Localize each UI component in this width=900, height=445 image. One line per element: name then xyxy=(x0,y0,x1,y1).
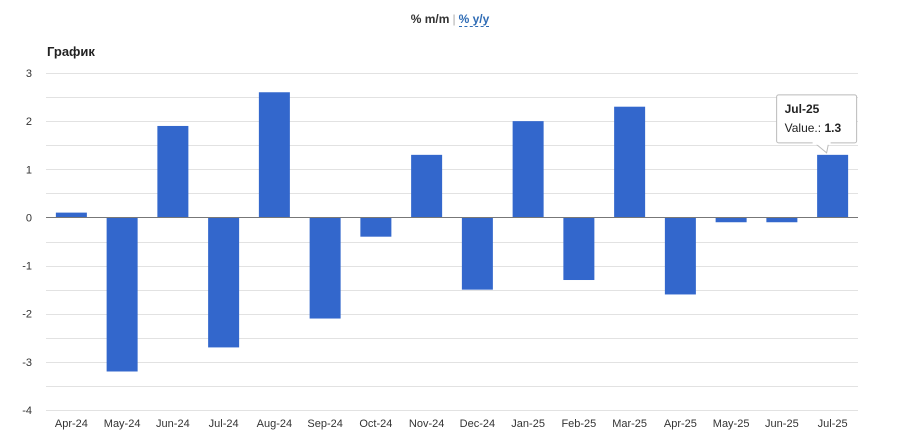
bar-feb-25[interactable] xyxy=(563,217,595,281)
x-tick-label: Mar-25 xyxy=(612,418,647,430)
x-tick-label: Feb-25 xyxy=(561,418,596,430)
toggle-separator: | xyxy=(452,12,456,26)
y-tick-label: -1 xyxy=(22,261,32,273)
tooltip-value-line: Value.: 1.3 xyxy=(785,121,842,135)
y-tick-label: 0 xyxy=(26,212,32,224)
bar-jun-25[interactable] xyxy=(766,217,798,223)
x-tick-label: Sep-24 xyxy=(307,418,342,430)
tooltip: Jul-25 Value.: 1.3 xyxy=(776,94,858,154)
x-tick-label: Apr-25 xyxy=(664,418,697,430)
x-tick-label: Jun-25 xyxy=(765,418,799,430)
bar-apr-25[interactable] xyxy=(664,217,696,295)
toggle-yy-link[interactable]: % y/y xyxy=(458,12,490,27)
tooltip-value-label: Value.: xyxy=(785,121,825,135)
bar-mar-25[interactable] xyxy=(614,106,646,218)
unit-toggle: % m/m |% y/y xyxy=(0,10,900,28)
bar-jul-25[interactable] xyxy=(817,154,849,218)
bar-dec-24[interactable] xyxy=(461,217,493,290)
x-tick-label: Jan-25 xyxy=(511,418,545,430)
x-tick-label: Nov-24 xyxy=(409,418,444,430)
bar-may-25[interactable] xyxy=(715,217,747,223)
y-tick-label: 1 xyxy=(26,164,32,176)
tooltip-pointer xyxy=(814,142,830,154)
x-tick-label: May-24 xyxy=(104,418,141,430)
bar-aug-24[interactable] xyxy=(258,92,290,218)
x-tick-label: Dec-24 xyxy=(460,418,495,430)
bars xyxy=(55,92,849,372)
bar-jul-24[interactable] xyxy=(208,217,240,348)
y-tick-label: -3 xyxy=(22,357,32,369)
bar-nov-24[interactable] xyxy=(411,154,443,218)
x-tick-label: Oct-24 xyxy=(359,418,392,430)
bar-sep-24[interactable] xyxy=(309,217,341,319)
x-tick-label: Jun-24 xyxy=(156,418,190,430)
bar-may-24[interactable] xyxy=(106,217,138,372)
tooltip-pointer-joint xyxy=(812,141,831,145)
x-axis-ticks: Apr-24 May-24 Jun-24 Jul-24 Aug-24 Sep-24 Oct-… xyxy=(55,418,848,430)
y-tick-label: 2 xyxy=(26,116,32,128)
y-tick-label: -2 xyxy=(22,309,32,321)
y-axis-ticks: 3 2 1 0 -1 -2 -3 -4 xyxy=(22,68,32,417)
x-tick-label: May-25 xyxy=(713,418,750,430)
x-tick-label: Jul-24 xyxy=(209,418,239,430)
bar-jun-24[interactable] xyxy=(157,125,189,218)
bar-oct-24[interactable] xyxy=(360,217,392,237)
y-tick-label: 3 xyxy=(26,68,32,80)
grid-lines xyxy=(46,73,858,411)
toggle-mm-option[interactable]: % m/m xyxy=(410,12,450,26)
x-tick-label: Apr-24 xyxy=(55,418,88,430)
tooltip-category: Jul-25 xyxy=(785,102,820,116)
tooltip-value-number: 1.3 xyxy=(824,121,841,135)
bar-jan-25[interactable] xyxy=(512,121,544,218)
chart-title: График xyxy=(47,44,95,59)
bar-apr-24[interactable] xyxy=(55,212,87,218)
x-tick-label: Aug-24 xyxy=(257,418,292,430)
y-tick-label: -4 xyxy=(22,405,32,417)
x-tick-label: Jul-25 xyxy=(818,418,848,430)
